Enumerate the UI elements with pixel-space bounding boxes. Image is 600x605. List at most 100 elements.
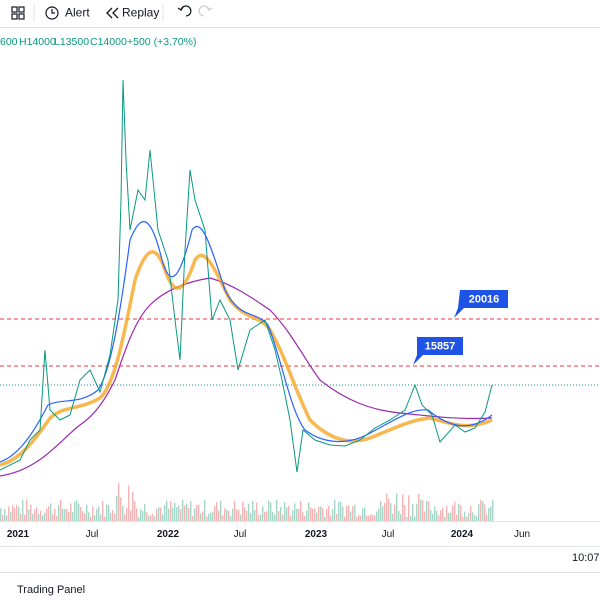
- volume-bar: [370, 514, 372, 521]
- volume-bar: [290, 515, 292, 521]
- volume-bar: [354, 504, 356, 521]
- volume-bar: [212, 511, 214, 521]
- volume-bar: [396, 493, 398, 521]
- volume-bar: [222, 515, 224, 521]
- time-label: 2024: [451, 529, 474, 540]
- volume-bar: [126, 507, 128, 521]
- legend-open: 600: [0, 36, 18, 48]
- volume-bar: [198, 504, 200, 521]
- volume-bar: [388, 498, 390, 521]
- replay-label: Replay: [122, 6, 159, 20]
- volume-bar: [342, 506, 344, 521]
- volume-bar: [54, 508, 56, 521]
- volume-bar: [386, 493, 388, 521]
- legend-close: C14000: [90, 36, 127, 48]
- trading-panel-tab[interactable]: Trading Panel: [17, 584, 85, 596]
- volume-bar: [304, 516, 306, 521]
- volume-bar: [336, 513, 338, 521]
- volume-bar: [216, 502, 218, 521]
- price-label[interactable]: 20016: [454, 290, 508, 318]
- volume-bar: [438, 515, 440, 521]
- volume-bar: [268, 500, 270, 521]
- time-label: 2022: [157, 529, 180, 540]
- volume-bar: [248, 503, 250, 521]
- volume-bar: [134, 500, 136, 521]
- volume-bar: [416, 504, 418, 521]
- volume-bar: [92, 506, 94, 521]
- legend-low: L13500: [54, 36, 89, 48]
- volume-bar: [140, 508, 142, 521]
- volume: [0, 483, 494, 521]
- volume-bar: [380, 500, 382, 521]
- volume-bar: [440, 510, 442, 521]
- volume-bar: [12, 505, 14, 521]
- volume-bar: [78, 503, 80, 521]
- volume-bar: [46, 508, 48, 521]
- volume-bar: [462, 516, 464, 521]
- undo-button[interactable]: [177, 5, 192, 17]
- volume-bar: [382, 506, 384, 521]
- price-label[interactable]: 15857: [413, 337, 463, 365]
- volume-bar: [82, 511, 84, 521]
- replay-button[interactable]: Replay: [106, 6, 159, 20]
- volume-bar: [128, 485, 130, 521]
- volume-bar: [178, 505, 180, 521]
- volume-bar: [410, 516, 412, 521]
- volume-bar: [314, 508, 316, 521]
- volume-bar: [180, 509, 182, 521]
- volume-bar: [72, 512, 74, 521]
- volume-bar: [218, 510, 220, 521]
- price-chart[interactable]: 20016 15857: [0, 79, 600, 521]
- volume-bar: [60, 499, 62, 521]
- volume-bar: [8, 506, 10, 521]
- volume-bar: [114, 513, 116, 521]
- layout-button[interactable]: [11, 6, 25, 20]
- volume-bar: [376, 511, 378, 521]
- volume-bar: [104, 516, 106, 521]
- volume-bar: [358, 514, 360, 521]
- volume-bar: [160, 507, 162, 521]
- volume-bar: [424, 511, 426, 521]
- volume-bar: [254, 510, 256, 521]
- legend-high: H14000: [19, 36, 56, 48]
- volume-bar: [292, 510, 294, 521]
- alert-button[interactable]: Alert: [45, 6, 90, 20]
- volume-bar: [50, 503, 52, 521]
- volume-bar: [94, 515, 96, 521]
- volume-bar: [286, 507, 288, 521]
- volume-bar: [22, 500, 24, 521]
- volume-bar: [422, 500, 424, 521]
- volume-bar: [312, 508, 314, 521]
- volume-bar: [414, 516, 416, 521]
- volume-bar: [98, 506, 100, 521]
- volume-bar: [74, 501, 76, 521]
- volume-bar: [482, 501, 484, 521]
- volume-bar: [452, 505, 454, 521]
- volume-bar: [348, 505, 350, 521]
- volume-bar: [122, 505, 124, 521]
- volume-bar: [142, 510, 144, 521]
- volume-bar: [182, 499, 184, 521]
- volume-bar: [242, 501, 244, 521]
- volume-bar: [44, 512, 46, 521]
- time-label: Jun: [514, 529, 530, 540]
- volume-bar: [246, 510, 248, 521]
- volume-bar: [428, 501, 430, 521]
- volume-bar: [204, 499, 206, 521]
- volume-bar: [412, 503, 414, 521]
- volume-bar: [258, 515, 260, 521]
- volume-bar: [40, 510, 42, 521]
- redo-button[interactable]: [198, 5, 213, 17]
- volume-bar: [368, 515, 370, 521]
- volume-bar: [420, 499, 422, 521]
- volume-bar: [280, 506, 282, 521]
- volume-bar: [466, 516, 468, 521]
- volume-bar: [486, 514, 488, 521]
- volume-bar: [62, 509, 64, 521]
- toolbar: [0, 0, 600, 27]
- volume-bar: [306, 510, 308, 521]
- volume-bar: [0, 508, 2, 521]
- volume-bar: [18, 506, 20, 521]
- volume-bar: [80, 507, 82, 521]
- moving-average: [0, 221, 493, 463]
